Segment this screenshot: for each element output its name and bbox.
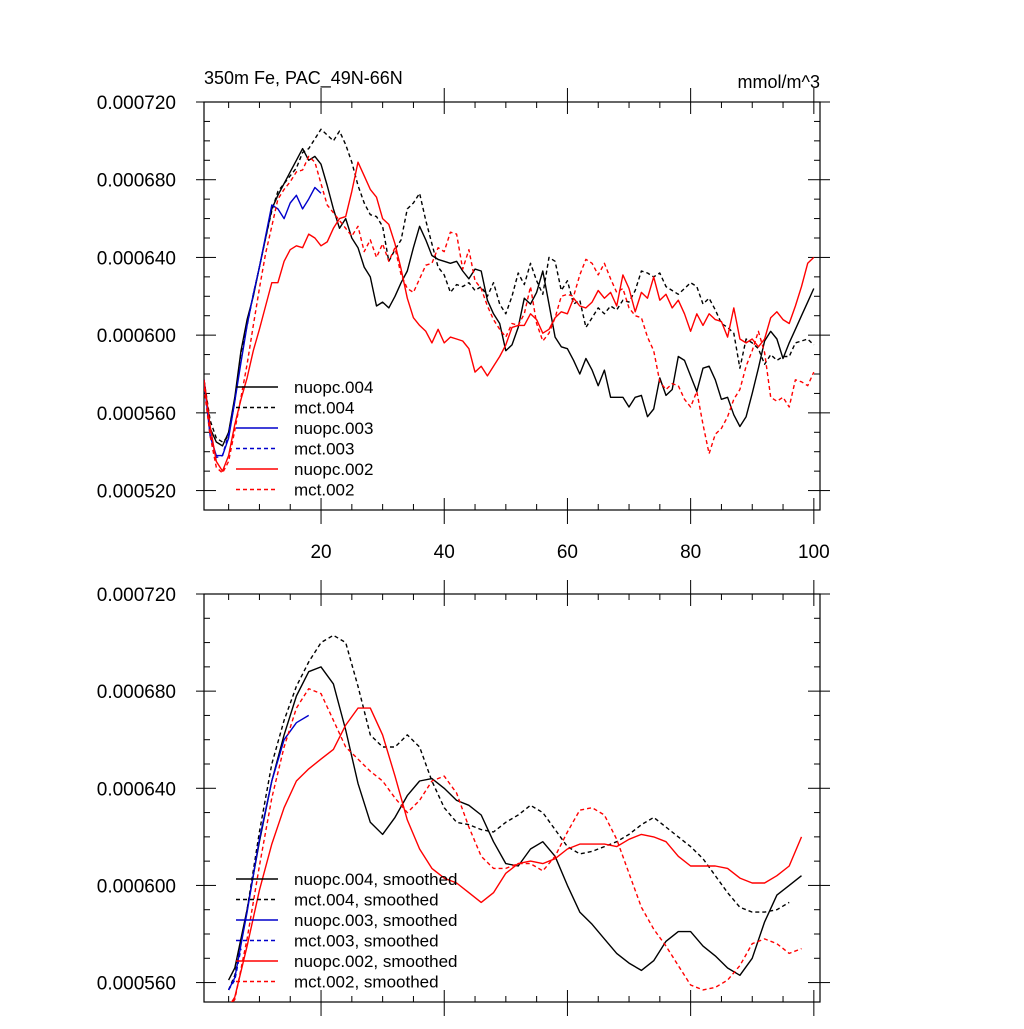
series-line-nuopc-004-smoothed (227, 666, 802, 981)
bottom-panel: 0.000560 0.000600 0.000640 0.000680 0.000720… (97, 580, 830, 1016)
units-label: mmol/m^3 (738, 72, 820, 92)
legend-label: mct.004, smoothed (294, 891, 439, 910)
series-line-mct-003 (204, 379, 236, 459)
series-line-nuopc-003 (204, 186, 322, 457)
y-tick-label: 0.000720 (97, 585, 176, 606)
plot-frame (203, 101, 821, 511)
legend-label: nuopc.004 (294, 378, 373, 397)
series-line-nuopc-002-smoothed (230, 707, 803, 1002)
series-line-mct-003-smoothed (228, 948, 242, 991)
series-line-nuopc-004 (204, 147, 815, 447)
top-panel: 20 40 60 80 100 0.000520 0.000560 0.000600 0.000… (97, 68, 830, 563)
series-line-nuopc-003-smoothed (227, 714, 310, 991)
x-tick-label: 40 (434, 542, 455, 563)
series-lines (227, 634, 803, 1002)
series-line-mct-002 (204, 155, 815, 474)
legend-label: mct.002, smoothed (294, 973, 439, 992)
y-tick-label: 0.000640 (97, 248, 176, 269)
legend-label: nuopc.003, smoothed (294, 911, 458, 930)
y-tick-label: 0.000720 (97, 93, 176, 114)
x-tick-label: 60 (557, 542, 578, 563)
y-tick-label: 0.000680 (97, 171, 176, 192)
series-line-mct-004 (204, 128, 815, 443)
legend-label: mct.003 (294, 440, 354, 459)
plot-frame (203, 593, 821, 1003)
legend-label: mct.002 (294, 481, 354, 500)
legend-label: nuopc.004, smoothed (294, 870, 458, 889)
legend-label: nuopc.002 (294, 460, 373, 479)
y-tick-label: 0.000640 (97, 779, 176, 800)
series-lines (204, 128, 815, 474)
y-tick-label: 0.000560 (97, 974, 176, 995)
y-tick-label: 0.000600 (97, 326, 176, 347)
x-tick-label: 100 (798, 542, 830, 563)
series-line-mct-004-smoothed (227, 634, 790, 991)
legend-label: mct.003, smoothed (294, 932, 439, 951)
legend-label: nuopc.002, smoothed (294, 952, 458, 971)
y-tick-label: 0.000520 (97, 482, 176, 503)
chart-title: 350m Fe, PAC_49N-66N (204, 68, 403, 89)
series-line-mct-002-smoothed (231, 688, 802, 1002)
x-tick-label: 20 (310, 542, 331, 563)
y-tick-label: 0.000560 (97, 404, 176, 425)
y-tick-label: 0.000680 (97, 682, 176, 703)
series-line-nuopc-002 (204, 161, 815, 472)
legend-label: mct.004 (294, 399, 354, 418)
y-tick-label: 0.000600 (97, 876, 176, 897)
x-tick-label: 80 (680, 542, 701, 563)
legend-label: nuopc.003 (294, 419, 373, 438)
